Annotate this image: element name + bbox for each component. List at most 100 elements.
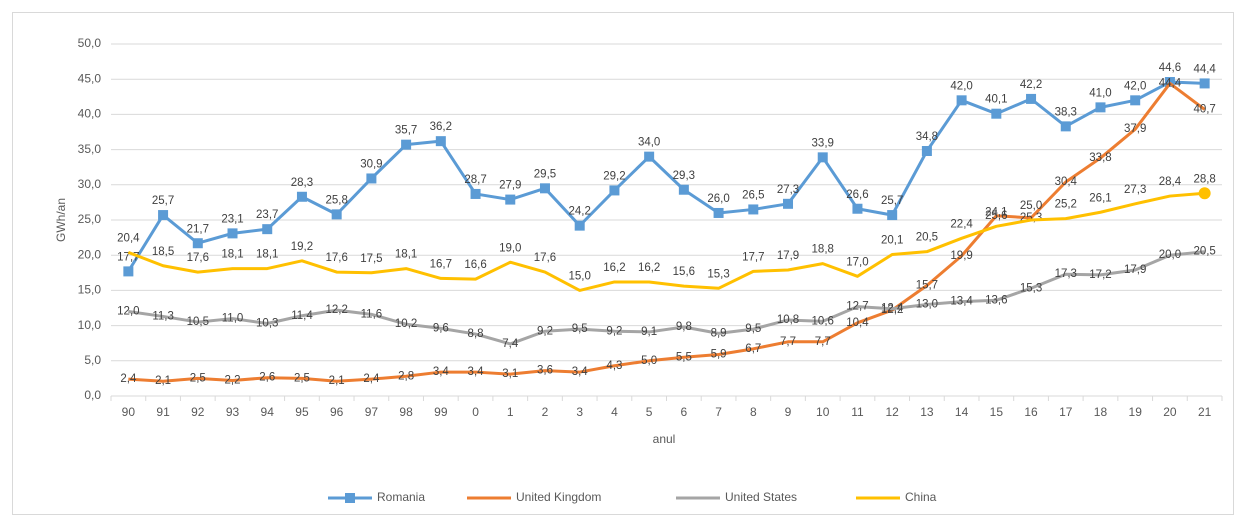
data-label: 20,0 — [1159, 249, 1181, 261]
data-label: 27,9 — [499, 180, 521, 192]
marker — [748, 204, 759, 215]
y-tick-label: 40,0 — [78, 107, 102, 121]
x-tick-label: 14 — [955, 405, 969, 419]
marker — [609, 185, 620, 196]
x-tick-label: 99 — [434, 405, 448, 419]
data-label: 10,2 — [395, 318, 417, 330]
data-label: 28,7 — [464, 174, 486, 186]
data-label: 24,1 — [985, 206, 1007, 218]
data-label: 9,2 — [606, 325, 622, 337]
x-tick-label: 7 — [715, 405, 722, 419]
data-label: 37,9 — [1124, 123, 1146, 135]
x-tick-label: 90 — [122, 405, 136, 419]
data-label: 3,4 — [572, 366, 589, 378]
y-tick-label: 0,0 — [84, 388, 101, 402]
x-tick-label: 8 — [750, 405, 757, 419]
x-tick-label: 94 — [261, 405, 275, 419]
data-label: 30,4 — [1055, 176, 1078, 188]
x-tick-label: 21 — [1198, 405, 1212, 419]
data-label: 16,6 — [464, 259, 486, 271]
x-tick-label: 1 — [507, 405, 514, 419]
x-tick-label: 5 — [646, 405, 653, 419]
data-label: 20,1 — [881, 235, 903, 247]
data-label: 5,5 — [676, 351, 692, 363]
data-label: 12,4 — [881, 303, 904, 315]
data-label: 21,7 — [187, 223, 209, 235]
data-label: 12,7 — [846, 301, 868, 313]
data-label: 8,9 — [711, 327, 727, 339]
data-label: 9,5 — [572, 323, 588, 335]
data-label: 26,1 — [1089, 192, 1111, 204]
x-tick-label: 13 — [920, 405, 934, 419]
data-label: 2,8 — [398, 370, 414, 382]
data-label: 8,8 — [468, 328, 484, 340]
marker — [1026, 93, 1037, 104]
data-label: 23,1 — [221, 213, 243, 225]
data-label: 29,2 — [603, 170, 625, 182]
y-tick-label: 50,0 — [78, 36, 102, 50]
x-tick-label: 9 — [785, 405, 792, 419]
data-label: 18,1 — [221, 249, 243, 261]
y-tick-label: 45,0 — [78, 71, 102, 85]
data-label: 17,2 — [1089, 269, 1111, 281]
data-label: 13,6 — [985, 294, 1007, 306]
data-label: 22,4 — [950, 218, 973, 230]
data-label: 25,2 — [1055, 199, 1077, 211]
data-label: 18,5 — [152, 246, 174, 258]
x-tick-label: 11 — [851, 405, 864, 419]
data-label: 27,3 — [1124, 184, 1146, 196]
data-label: 3,1 — [502, 368, 518, 380]
marker — [227, 228, 238, 239]
data-label: 20,5 — [1193, 246, 1215, 258]
x-tick-label: 92 — [191, 405, 205, 419]
data-label: 44,4 — [1193, 63, 1216, 75]
data-label: 5,0 — [641, 355, 657, 367]
marker — [262, 224, 273, 235]
x-tick-label: 4 — [611, 405, 618, 419]
data-label: 2,6 — [259, 372, 275, 384]
y-tick-label: 15,0 — [78, 283, 102, 297]
data-label: 35,7 — [395, 125, 417, 137]
data-label: 23,7 — [256, 209, 278, 221]
data-label: 26,0 — [707, 193, 729, 205]
data-label: 11,3 — [152, 310, 174, 322]
data-label: 9,2 — [537, 325, 553, 337]
marker — [158, 210, 169, 221]
data-label: 3,6 — [537, 365, 553, 377]
marker — [505, 194, 516, 205]
data-label: 29,5 — [534, 168, 556, 180]
marker — [331, 209, 342, 220]
x-tick-label: 18 — [1094, 405, 1108, 419]
marker — [887, 210, 898, 221]
data-label: 10,6 — [812, 315, 834, 327]
data-label: 26,5 — [742, 189, 764, 201]
x-tick-label: 20 — [1163, 405, 1177, 419]
data-label: 36,2 — [430, 121, 452, 133]
y-tick-label: 35,0 — [78, 142, 102, 156]
data-label: 17,9 — [1124, 264, 1146, 276]
data-label: 28,8 — [1193, 173, 1215, 185]
marker — [956, 95, 967, 106]
x-tick-label: 96 — [330, 405, 344, 419]
data-label: 10,4 — [846, 317, 869, 329]
data-label: 25,8 — [325, 194, 347, 206]
data-label: 18,8 — [812, 244, 834, 256]
data-label: 17,6 — [187, 252, 209, 264]
marker — [991, 108, 1002, 119]
data-label: 17,0 — [846, 256, 868, 268]
y-axis-label: GWh/an — [54, 198, 68, 242]
data-label: 15,3 — [707, 268, 729, 280]
data-label: 42,0 — [1124, 80, 1146, 92]
data-label: 27,3 — [777, 184, 799, 196]
data-label: 33,8 — [1089, 152, 1111, 164]
marker — [1095, 102, 1106, 113]
x-tick-label: 2 — [542, 405, 549, 419]
data-label: 38,3 — [1055, 106, 1077, 118]
marker — [1199, 78, 1210, 89]
data-label: 25,0 — [1020, 200, 1042, 212]
marker — [435, 136, 446, 147]
data-label: 2,5 — [190, 372, 206, 384]
data-label: 11,0 — [222, 313, 244, 325]
data-label: 33,9 — [812, 137, 834, 149]
data-label: 18,1 — [256, 249, 278, 261]
